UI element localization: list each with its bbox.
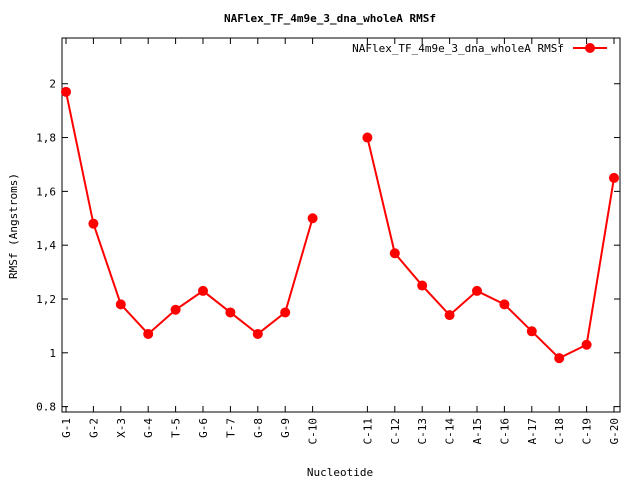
data-point (143, 328, 154, 339)
y-tick-label: 1 (49, 347, 56, 360)
x-tick-label: C-10 (307, 418, 320, 445)
series-line-segment (65, 91, 314, 336)
x-tick-label: A-17 (526, 418, 539, 445)
data-point (472, 285, 482, 296)
series-lines (65, 91, 615, 360)
data-point (554, 353, 565, 364)
y-tick-label: 2 (49, 78, 56, 91)
x-tick-label: T-5 (170, 418, 183, 438)
data-point (225, 307, 236, 318)
y-tick-label: 1,4 (36, 239, 56, 252)
series-markers (61, 86, 619, 364)
y-tick-label: 1,6 (36, 185, 56, 198)
x-tick-label: G-20 (608, 418, 621, 445)
data-point (389, 248, 400, 259)
y-tick-label: 1,8 (36, 132, 56, 145)
legend-label: NAFlex_TF_4m9e_3_dna_wholeA RMSf (352, 42, 564, 55)
x-tick-label: G-8 (252, 418, 265, 438)
x-axis-label: Nucleotide (307, 466, 373, 479)
chart-title: NAFlex_TF_4m9e_3_dna_wholeA RMSf (224, 12, 436, 25)
data-point (417, 280, 428, 291)
data-point (252, 328, 263, 339)
x-tick-label: G-4 (142, 418, 155, 438)
data-point (198, 285, 208, 296)
data-point (609, 172, 619, 183)
x-tick-label: T-7 (224, 418, 237, 438)
x-tick-label: G-6 (197, 418, 210, 438)
axes: 0.8 1 1,2 1,4 1,6 1,8 2 G-1 G-2 X-3 G-4 T-5 G-6 T-7 G-… (36, 38, 621, 445)
x-tick-label: X-3 (115, 418, 128, 438)
y-tick-label: 1,2 (36, 293, 56, 306)
data-point (307, 213, 318, 224)
x-tick-label: C-19 (581, 418, 594, 445)
x-tick-label: C-14 (444, 418, 457, 445)
data-point (362, 132, 373, 143)
data-point (499, 299, 510, 310)
data-point (526, 326, 537, 337)
series-line-segment (366, 137, 615, 360)
x-tick-label: G-9 (279, 418, 292, 438)
data-point (170, 304, 181, 315)
data-point (88, 218, 99, 229)
data-point (581, 339, 592, 350)
x-tick-label: A-15 (471, 418, 484, 445)
data-point (115, 299, 126, 310)
x-tick-label: C-13 (416, 418, 429, 445)
x-tick-label: C-12 (389, 418, 402, 445)
legend: NAFlex_TF_4m9e_3_dna_wholeA RMSf (352, 42, 607, 55)
data-point (61, 86, 71, 97)
plot-frame (61, 37, 621, 413)
data-point (280, 307, 291, 318)
x-tick-label: C-11 (361, 418, 374, 445)
legend-marker-sample (585, 43, 595, 53)
y-tick-label: 0.8 (36, 401, 56, 414)
x-tick-label: C-16 (498, 418, 511, 445)
y-axis-label: RMSf (Angstroms) (7, 173, 20, 279)
data-point (444, 310, 455, 321)
x-tick-label: G-2 (87, 418, 100, 438)
x-tick-label: C-18 (553, 418, 566, 445)
x-tick-label: G-1 (60, 418, 73, 438)
